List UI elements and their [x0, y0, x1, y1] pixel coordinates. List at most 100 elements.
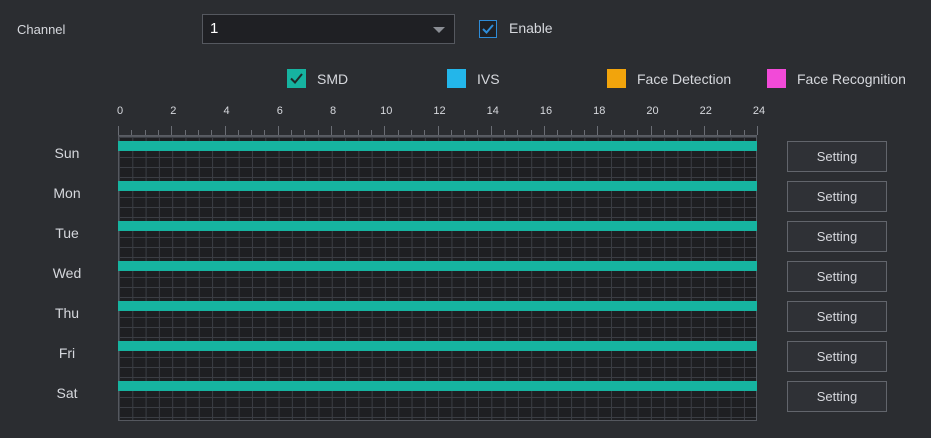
- face-recognition-legend-swatch[interactable]: [767, 69, 786, 88]
- axis-tick-mark: [184, 130, 186, 135]
- axis-tick-mark: [743, 130, 745, 135]
- axis-tick-mark: [583, 130, 585, 135]
- setting-button[interactable]: Setting: [787, 261, 887, 292]
- axis-tick-label: 22: [699, 105, 712, 117]
- axis-tick-label: 2: [170, 105, 177, 117]
- axis-tick-mark: [637, 130, 639, 135]
- axis-tick-mark: [623, 130, 625, 135]
- face-recognition-legend-label: Face Recognition: [797, 71, 906, 87]
- axis-tick-mark: [264, 130, 266, 135]
- axis-tick-mark: [224, 126, 226, 135]
- day-label: Sun: [54, 145, 80, 161]
- axis-tick-mark: [730, 130, 732, 135]
- setting-button[interactable]: Setting: [787, 141, 887, 172]
- axis-tick-mark: [464, 130, 466, 135]
- axis-tick-label: 0: [116, 105, 124, 117]
- axis-tick-mark: [331, 126, 332, 135]
- axis-tick-mark: [690, 130, 692, 135]
- axis-tick-mark: [118, 126, 119, 135]
- axis-tick-label: 4: [223, 105, 230, 117]
- axis-tick-mark: [517, 130, 519, 135]
- setting-button[interactable]: Setting: [787, 181, 887, 212]
- setting-button[interactable]: Setting: [787, 381, 887, 412]
- axis-tick-mark: [357, 130, 359, 135]
- axis-tick-mark: [544, 126, 545, 135]
- schedule-bar[interactable]: [118, 261, 757, 271]
- axis-tick-label: 12: [433, 105, 446, 117]
- axis-tick-label: 14: [486, 105, 499, 117]
- enable-label: Enable: [509, 20, 553, 36]
- axis-tick-mark: [237, 130, 239, 135]
- schedule-grid[interactable]: [118, 136, 757, 421]
- axis-tick-label: 24: [752, 105, 766, 117]
- axis-tick-mark: [344, 130, 346, 135]
- axis-tick-mark: [277, 126, 279, 135]
- axis-tick-label: 8: [329, 105, 337, 117]
- axis-tick-mark: [157, 130, 159, 135]
- setting-button[interactable]: Setting: [787, 221, 887, 252]
- check-icon: [290, 73, 303, 84]
- axis-tick-mark: [251, 130, 253, 135]
- face-detection-legend-swatch[interactable]: [607, 69, 626, 88]
- axis-tick-label: 16: [539, 105, 553, 117]
- axis-tick-mark: [304, 130, 306, 135]
- axis-tick-mark: [557, 130, 559, 135]
- axis-tick-mark: [757, 126, 758, 135]
- axis-tick-mark: [717, 130, 719, 135]
- axis-tick-mark: [410, 130, 412, 135]
- axis-tick-mark: [317, 130, 319, 135]
- axis-tick-mark: [424, 130, 426, 135]
- day-label: Mon: [53, 185, 81, 201]
- axis-tick-mark: [530, 130, 532, 135]
- smd-legend-label: SMD: [317, 71, 349, 87]
- schedule-bar[interactable]: [118, 381, 757, 391]
- axis-tick-label: 10: [380, 105, 393, 117]
- day-label: Thu: [54, 305, 80, 321]
- axis-tick-mark: [171, 126, 173, 135]
- schedule-bar[interactable]: [118, 181, 757, 191]
- axis-tick-mark: [597, 126, 599, 135]
- smd-legend-checkbox[interactable]: [287, 69, 306, 88]
- axis-tick-mark: [677, 130, 679, 135]
- axis-tick-mark: [144, 130, 146, 135]
- axis-tick-mark: [650, 126, 652, 135]
- axis-tick-mark: [450, 130, 452, 135]
- axis-tick-mark: [131, 130, 133, 135]
- schedule-bar[interactable]: [118, 301, 757, 311]
- ivs-legend-label: IVS: [477, 71, 500, 87]
- day-label: Tue: [55, 225, 79, 241]
- axis-tick-mark: [504, 130, 506, 135]
- channel-select[interactable]: 1: [202, 14, 455, 44]
- day-label: Wed: [52, 265, 82, 281]
- schedule-bar[interactable]: [118, 221, 757, 231]
- axis-tick-mark: [570, 130, 572, 135]
- channel-label: Channel: [17, 22, 66, 37]
- day-label: Fri: [58, 345, 76, 361]
- axis-tick-mark: [197, 130, 199, 135]
- day-label: Sat: [56, 385, 78, 401]
- axis-tick-mark: [291, 130, 293, 135]
- axis-tick-label: 18: [593, 105, 606, 117]
- axis-tick-mark: [477, 130, 479, 135]
- check-icon: [482, 24, 494, 34]
- chevron-down-icon[interactable]: [433, 27, 445, 33]
- enable-checkbox[interactable]: [479, 20, 497, 38]
- axis-tick-mark: [370, 130, 372, 135]
- axis-tick-mark: [490, 126, 492, 135]
- setting-button[interactable]: Setting: [787, 341, 887, 372]
- axis-tick-mark: [703, 126, 705, 135]
- axis-tick-label: 6: [276, 105, 283, 117]
- face-detection-legend-label: Face Detection: [637, 71, 732, 87]
- time-axis-line: [118, 135, 757, 136]
- axis-tick-mark: [384, 126, 386, 135]
- schedule-bar[interactable]: [118, 341, 757, 351]
- axis-tick-label: 20: [646, 105, 659, 117]
- axis-tick-mark: [397, 130, 399, 135]
- axis-tick-mark: [610, 130, 612, 135]
- setting-button[interactable]: Setting: [787, 301, 887, 332]
- axis-tick-mark: [211, 130, 213, 135]
- schedule-bar[interactable]: [118, 141, 757, 151]
- axis-tick-mark: [437, 126, 439, 135]
- ivs-legend-swatch[interactable]: [447, 69, 466, 88]
- channel-value: 1: [210, 20, 219, 37]
